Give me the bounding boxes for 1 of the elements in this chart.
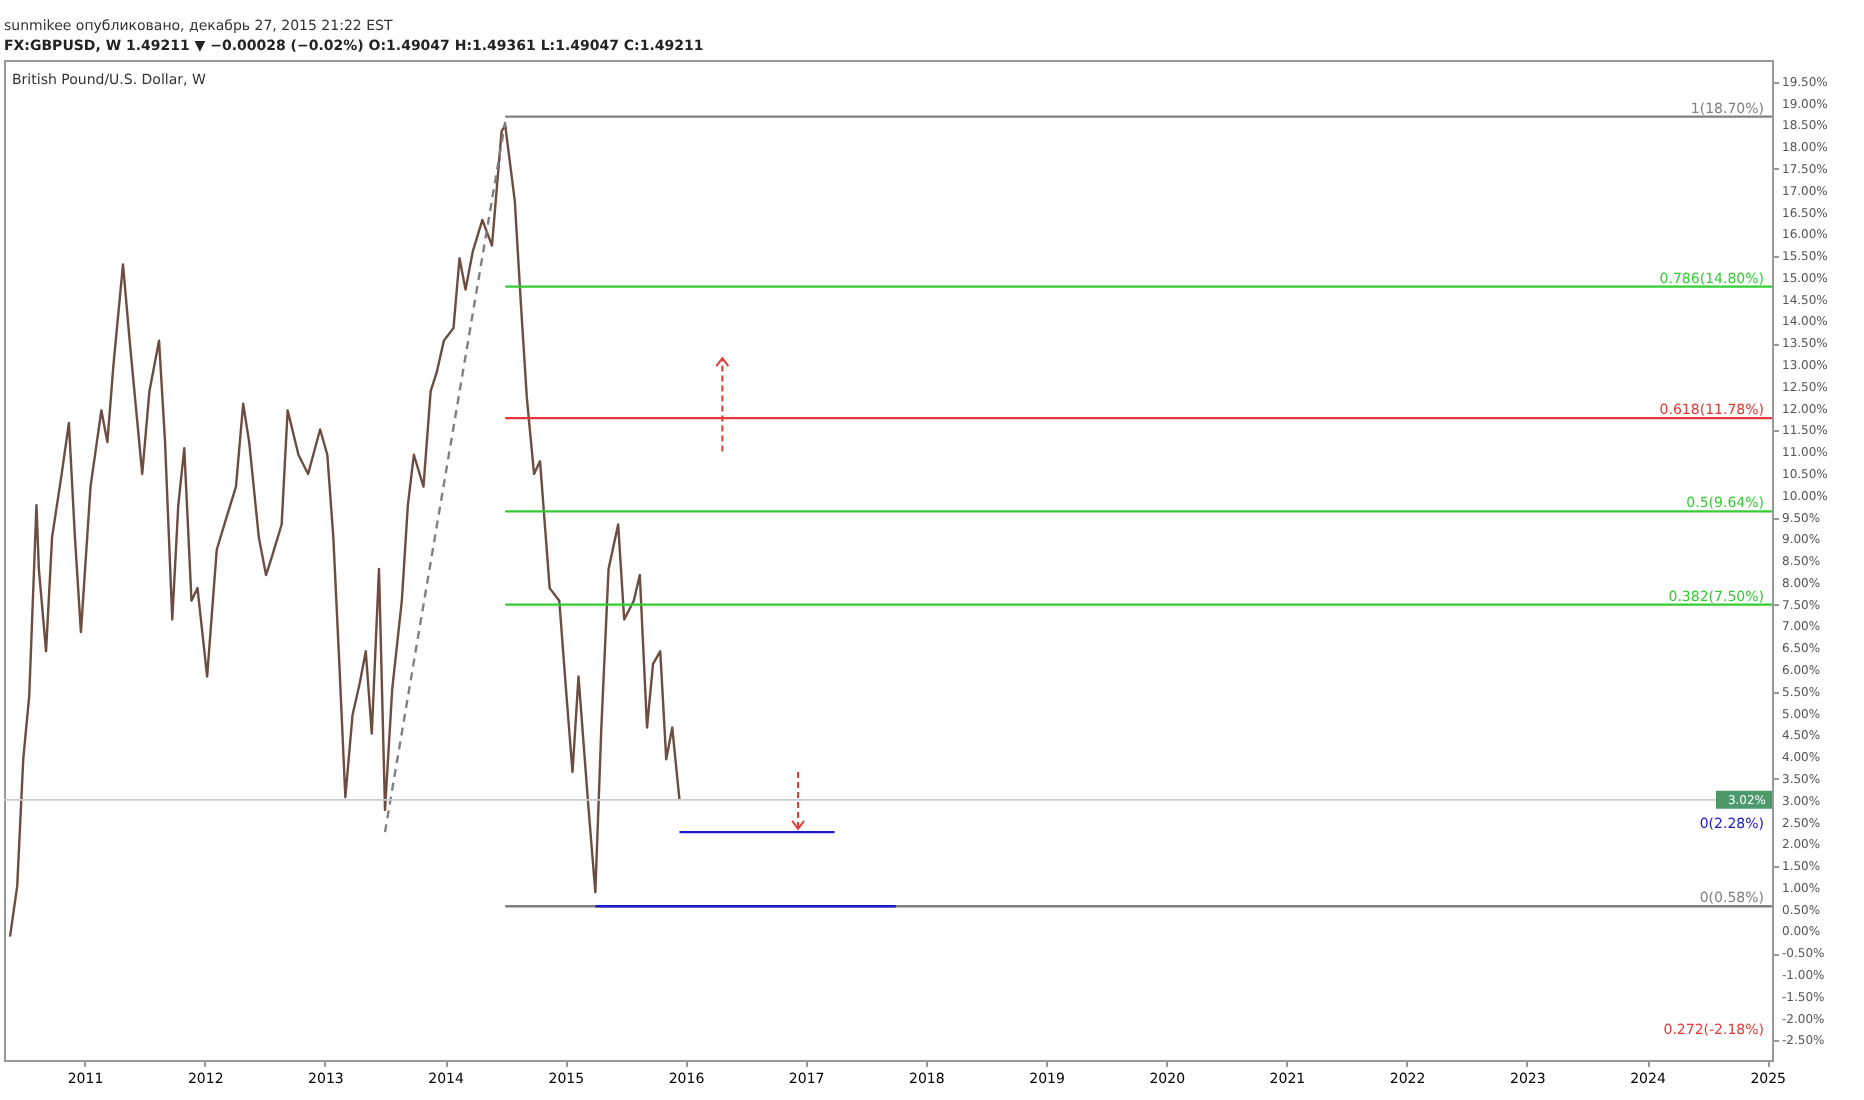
line-series [8,123,681,938]
